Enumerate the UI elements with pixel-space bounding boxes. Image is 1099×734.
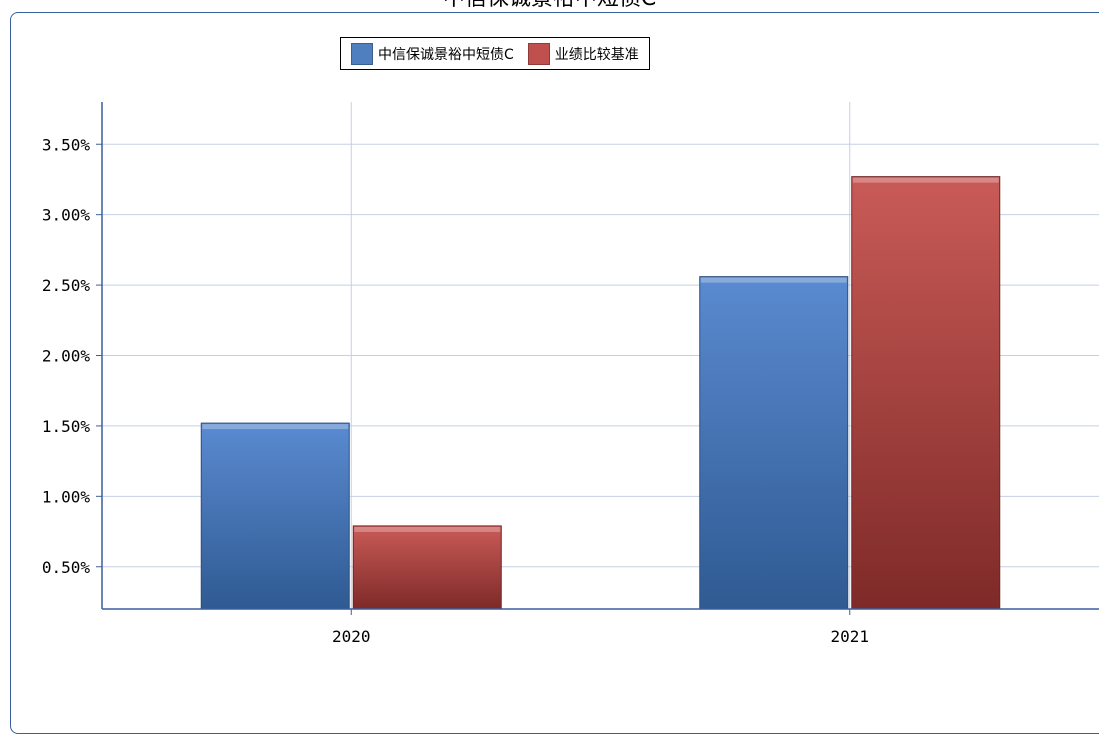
bar-2021-series-1 xyxy=(699,276,849,610)
y-tick-label-0: 0.50% xyxy=(42,558,91,577)
chart-legend: 中信保诚景裕中短债C 业绩比较基准 xyxy=(340,37,650,70)
y-tick-label-3: 2.00% xyxy=(42,347,91,366)
x-tick-label-0: 2020 xyxy=(332,627,371,646)
y-tick-label-1: 1.00% xyxy=(42,487,91,506)
x-tick-label-1: 2021 xyxy=(830,627,869,646)
bar-body-2020-series-2 xyxy=(352,525,502,610)
legend-label-series-1: 中信保诚景裕中短债C xyxy=(378,46,514,63)
tick-labels-group: 0.50% 1.00% 1.50% 2.00% 2.50% 3.00% 3.50% 2020 2… xyxy=(42,135,869,646)
bar-2020-series-1 xyxy=(200,422,350,610)
bars-group xyxy=(200,176,1001,610)
bar-highlight-2020-series-1 xyxy=(202,424,349,430)
legend-swatch-series-1 xyxy=(351,42,373,65)
bar-2020-series-2 xyxy=(352,525,502,610)
y-tick-label-2: 1.50% xyxy=(42,417,91,436)
y-tick-label-4: 2.50% xyxy=(42,276,91,295)
bar-chart: 0.50% 1.00% 1.50% 2.00% 2.50% 3.00% 3.50% 2020 2… xyxy=(42,102,1099,646)
y-tick-label-6: 3.50% xyxy=(42,135,91,154)
legend-swatch-series-2 xyxy=(527,42,550,65)
legend-item-series-1: 中信保诚景裕中短债C xyxy=(351,42,514,65)
bar-highlight-2021-series-1 xyxy=(700,277,847,283)
bar-2021-series-2 xyxy=(851,176,1001,610)
chart-title: 中信保诚景裕中短债C xyxy=(0,0,1099,10)
y-tick-label-5: 3.00% xyxy=(42,206,91,225)
axes-group xyxy=(96,102,1099,615)
bar-body-2021-series-2 xyxy=(851,176,1001,610)
bar-body-2021-series-1 xyxy=(699,276,849,610)
bar-highlight-2020-series-2 xyxy=(354,526,501,532)
legend-item-series-2: 业绩比较基准 xyxy=(527,42,639,65)
bar-highlight-2021-series-2 xyxy=(852,177,999,183)
legend-label-series-2: 业绩比较基准 xyxy=(554,46,639,63)
bar-body-2020-series-1 xyxy=(200,422,350,610)
